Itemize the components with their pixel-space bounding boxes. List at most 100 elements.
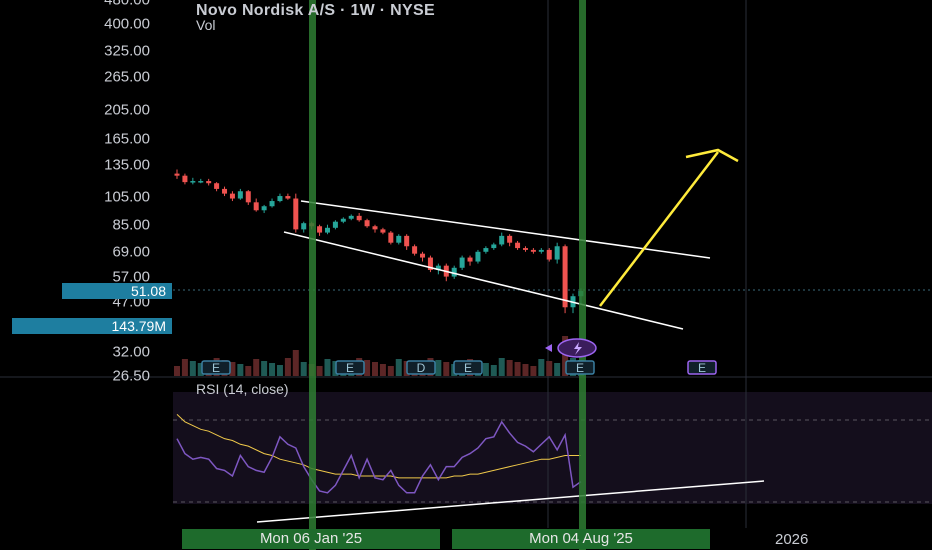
price-axis-label: 26.50	[112, 367, 150, 385]
price-axis-label: 105.00	[104, 188, 150, 206]
candle-body	[348, 215, 354, 219]
candle-body	[372, 226, 378, 230]
price-axis-label: 325.00	[104, 42, 150, 60]
candle-body	[245, 191, 251, 203]
candle-body	[507, 235, 513, 243]
event-marker: E	[201, 360, 231, 375]
time-label-highlight-2: Mon 04 Aug '25	[452, 529, 710, 549]
candle-body	[420, 253, 426, 258]
candle-body	[451, 267, 457, 277]
volume-bar	[300, 362, 307, 376]
split-marker-icon	[545, 344, 552, 352]
trendline-lower[interactable]	[283, 231, 684, 330]
volume-bar	[530, 366, 537, 376]
candle-body	[198, 181, 204, 183]
volume-badge: 143.79M	[12, 318, 172, 334]
candle-body	[467, 257, 473, 262]
event-marker: E	[453, 360, 483, 375]
volume-bar	[379, 364, 386, 376]
candle-body	[293, 198, 299, 230]
volume-bar	[269, 363, 276, 376]
candle-body	[229, 193, 235, 199]
price-axis-label: 400.00	[104, 15, 150, 33]
volume-indicator-label[interactable]: Vol	[196, 17, 216, 33]
chart-title[interactable]: Novo Nordisk A/S · 1W · NYSE	[196, 2, 435, 19]
candle-body	[483, 248, 489, 252]
volume-bar	[245, 366, 252, 376]
volume-bar	[181, 359, 188, 376]
volume-bar	[261, 361, 268, 376]
price-axis-label: 57.00	[112, 268, 150, 286]
candle-body	[388, 232, 394, 243]
candle-body	[340, 218, 346, 222]
volume-bar	[237, 364, 244, 376]
candle-body	[404, 235, 410, 247]
trendline-upper[interactable]	[300, 200, 711, 259]
arrow-line[interactable]	[599, 151, 719, 307]
highlight-bar	[579, 0, 586, 550]
rsi-grid	[173, 419, 932, 503]
candle-body	[475, 251, 481, 262]
volume-bar	[316, 366, 323, 376]
candle-body	[182, 175, 188, 183]
event-marker-box	[687, 360, 717, 375]
price-axis-label: 265.00	[104, 68, 150, 86]
volume-bar	[514, 362, 521, 376]
highlight-bar	[309, 0, 316, 550]
event-marker: E	[565, 360, 595, 375]
rsi-indicator-label[interactable]: RSI (14, close)	[196, 381, 289, 397]
candle-body	[435, 265, 441, 270]
volume-bar	[372, 362, 378, 376]
candle-body	[380, 229, 386, 233]
volume-bar	[498, 358, 505, 376]
dividend-badge[interactable]	[545, 338, 597, 358]
price-axis-label: 165.00	[104, 130, 150, 148]
candle-body	[364, 220, 370, 227]
candle-body	[491, 244, 497, 249]
volume-bar	[284, 358, 291, 376]
volume-bars	[174, 336, 584, 376]
candle-body	[332, 221, 338, 228]
volume-bar	[482, 363, 489, 376]
volume-bar	[395, 359, 402, 376]
rsi-line	[176, 420, 582, 494]
volume-bar	[522, 364, 529, 376]
candle-body	[538, 249, 544, 252]
volume-bar	[506, 360, 513, 376]
volume-bar	[229, 362, 236, 376]
volume-bar	[554, 363, 561, 376]
current-price-badge: 51.08	[62, 283, 172, 299]
candles	[174, 169, 584, 314]
volume-bar	[253, 359, 260, 376]
event-marker: D	[406, 360, 436, 375]
candle-body	[253, 202, 259, 211]
candle-body	[269, 201, 275, 207]
volume-bar	[546, 361, 553, 376]
candle-body	[285, 196, 291, 199]
arrow-head	[685, 148, 739, 163]
candle-body	[356, 215, 362, 221]
volume-bar	[324, 359, 331, 376]
volume-bar	[276, 365, 283, 376]
candle-body	[324, 227, 330, 233]
event-marker: E	[335, 360, 365, 375]
volume-bar	[538, 359, 545, 376]
rsi-band	[173, 392, 932, 504]
candle-body	[237, 191, 243, 199]
event-marker-label: E	[698, 361, 706, 375]
candle-body	[317, 226, 323, 233]
candle-body	[396, 235, 402, 243]
event-marker-box	[406, 360, 436, 375]
candle-body	[222, 188, 228, 194]
price-axis-label: 480.00	[104, 0, 150, 9]
volume-bar	[292, 350, 299, 376]
rsi-trendline[interactable]	[256, 480, 765, 523]
event-marker-label: D	[417, 361, 426, 375]
price-axis-label: 205.00	[104, 101, 150, 119]
candle-body	[301, 223, 307, 230]
volume-bar	[562, 336, 569, 376]
event-marker-box	[565, 360, 595, 375]
candle-body	[277, 196, 283, 202]
volume-bar	[364, 360, 371, 376]
